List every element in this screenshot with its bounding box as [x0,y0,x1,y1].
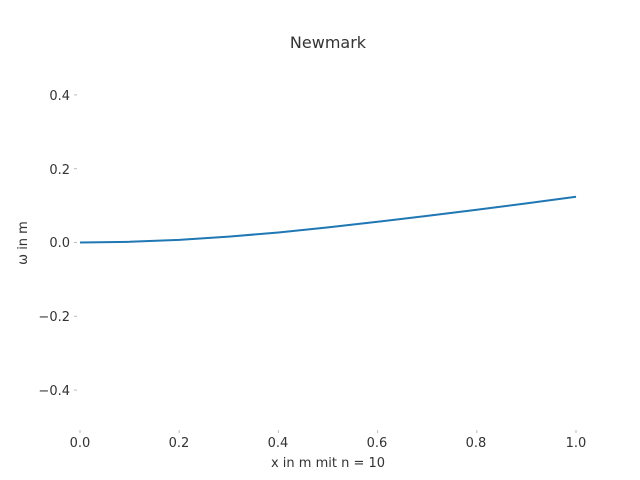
chart-title: Newmark [290,33,367,52]
series-line-0 [79,195,577,244]
y-axis: 0.4 0.2 0.0 −0.2 −0.4 [38,89,77,399]
x-axis-label: x in m mit n = 10 [271,456,385,471]
x-tick-label: 0.2 [169,436,190,451]
x-tick-label: 1.0 [566,436,587,451]
x-tick-label: 0.8 [466,436,487,451]
x-tick-label: 0.6 [367,436,388,451]
x-axis: 0.0 0.2 0.4 0.6 0.8 1.0 [70,430,587,451]
series-layer [79,195,577,244]
y-tick-label: −0.4 [38,384,70,399]
x-tick-label: 0.4 [268,436,289,451]
y-tick-label: 0.0 [49,236,70,251]
x-tick-label: 0.0 [70,436,91,451]
y-tick-label: 0.2 [49,163,70,178]
y-tick-label: −0.2 [38,310,70,325]
y-tick-label: 0.4 [49,89,70,104]
y-axis-label: ω in m [16,221,31,265]
